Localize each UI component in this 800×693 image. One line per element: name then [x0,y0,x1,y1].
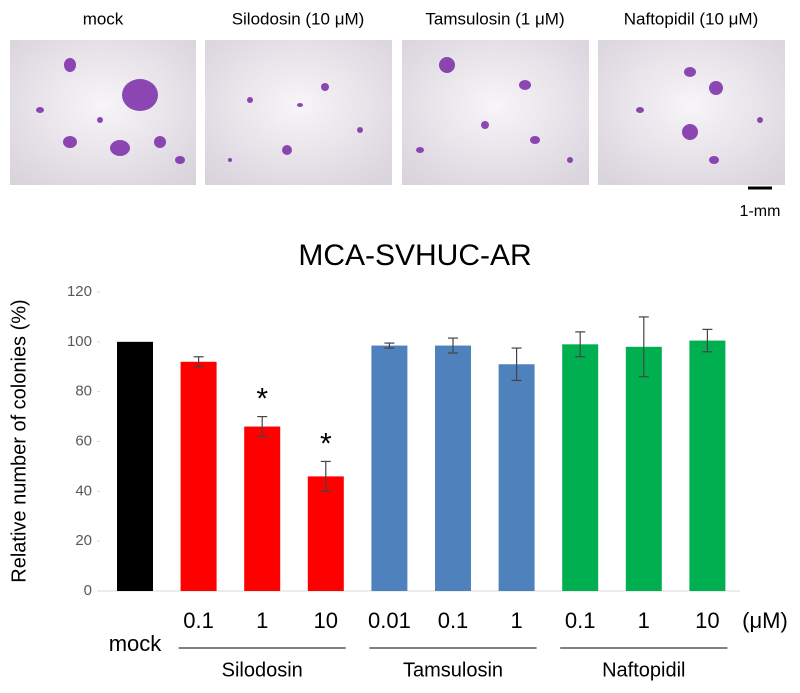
micrograph [205,40,392,185]
group-label: Naftopidil [602,659,685,681]
x-tick-label: 0.1 [565,608,596,633]
bar [244,426,281,591]
bar [562,344,599,591]
y-tick-label: 80 [75,383,92,400]
x-tick-label: 1 [638,608,650,633]
micrograph [402,40,589,185]
bar [689,340,726,591]
y-tick-label: 60 [75,432,92,449]
x-tick-label: 1 [256,608,268,633]
y-tick-label: 40 [75,482,92,499]
unit-label: (μM) [742,608,788,633]
bar [117,341,153,591]
bar [371,345,408,591]
bar [180,361,217,591]
scale-bar-label: 1-mm [740,203,781,220]
x-tick-label: 10 [695,608,719,633]
y-tick-label: 120 [67,283,92,300]
panel-label: Naftopidil (10 μM) [624,9,759,28]
chart-title: MCA-SVHUC-AR [298,239,531,272]
micrograph [598,40,785,185]
colonies [36,57,763,164]
bar [435,345,471,591]
bar [307,476,344,591]
significance: * [256,383,268,416]
y-tick-label: 0 [84,582,92,599]
panel-label: Silodosin (10 μM) [232,9,365,28]
significance: * [320,427,332,460]
bar [498,364,535,591]
group-label: Silodosin [222,659,303,681]
y-tick-label: 100 [67,333,92,350]
x-tick-label: 1 [510,608,522,633]
panel-label: mock [83,9,124,28]
x-tick-label: 0.1 [183,608,214,633]
x-tick-label: 0.1 [438,608,469,633]
panel-label: Tamsulosin (1 μM) [425,9,564,28]
bar [625,346,662,591]
x-tick-label: 10 [314,608,338,633]
y-tick-label: 20 [75,532,92,549]
group-label: Tamsulosin [403,659,503,681]
category-label: mock [109,631,163,656]
micrographs [10,40,785,185]
y-axis-label: Relative number of colonies (%) [8,299,30,582]
x-tick-label: 0.01 [368,608,411,633]
